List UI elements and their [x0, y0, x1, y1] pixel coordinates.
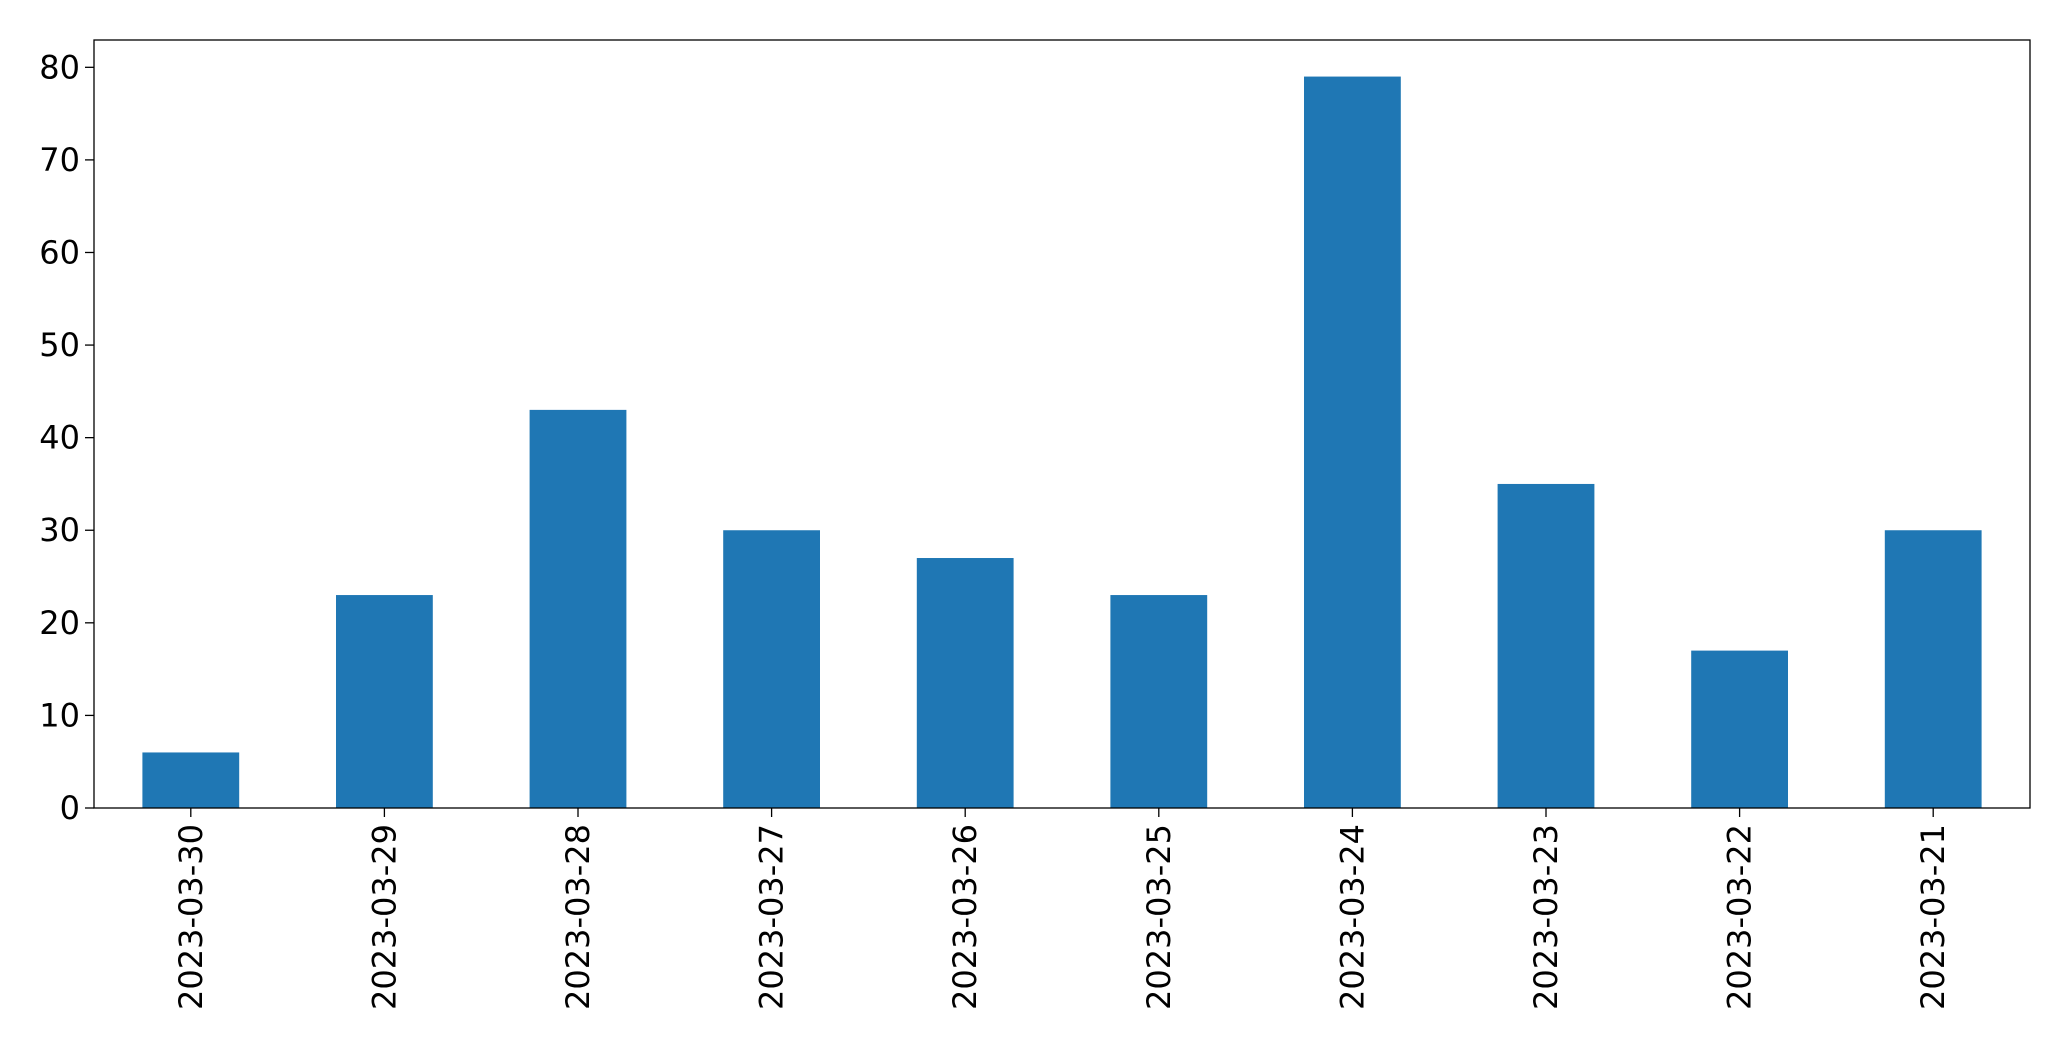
bar	[336, 595, 433, 808]
bar	[1691, 650, 1788, 808]
x-tick-label: 2023-03-29	[365, 824, 403, 1010]
x-tick-label: 2023-03-27	[753, 824, 791, 1010]
bar	[1497, 483, 1595, 808]
plot-frame	[93, 39, 2031, 809]
bar	[142, 752, 240, 808]
bar	[1884, 530, 1982, 808]
y-tick-label: 40	[39, 419, 80, 457]
bar	[916, 558, 1014, 808]
x-tick-label: 2023-03-28	[559, 824, 597, 1010]
y-tick-label: 0	[60, 789, 80, 827]
x-tick-label: 2023-03-23	[1527, 824, 1565, 1010]
bar	[1304, 76, 1401, 809]
y-tick-label: 10	[39, 696, 80, 734]
x-tick-label: 2023-03-26	[946, 824, 984, 1010]
y-tick-label: 20	[39, 604, 80, 642]
x-tick-label: 2023-03-30	[172, 824, 210, 1010]
x-tick-label: 2023-03-22	[1721, 824, 1759, 1010]
x-tick-label: 2023-03-24	[1333, 824, 1371, 1010]
y-tick-label: 60	[39, 233, 80, 271]
bar	[723, 530, 820, 808]
y-tick-label: 80	[39, 48, 80, 86]
x-tick-label: 2023-03-21	[1914, 824, 1952, 1010]
x-tick-label: 2023-03-25	[1140, 824, 1178, 1010]
bar	[1110, 595, 1208, 808]
y-tick-label: 70	[39, 141, 80, 179]
y-tick-label: 50	[39, 326, 80, 364]
bar	[529, 409, 627, 808]
y-tick-label: 30	[39, 511, 80, 549]
